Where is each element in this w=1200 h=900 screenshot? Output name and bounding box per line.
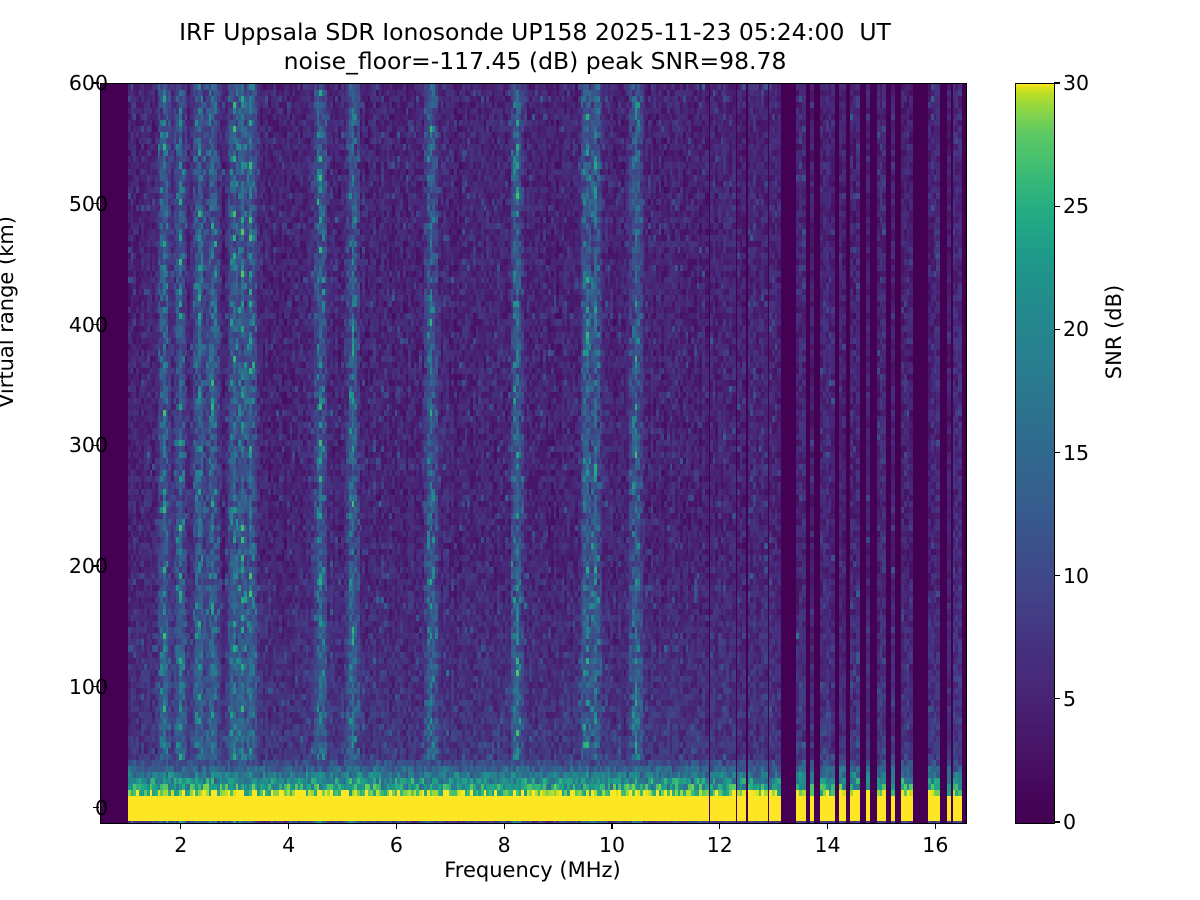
x-tick-mark bbox=[719, 823, 721, 829]
chart-title: IRF Uppsala SDR Ionosonde UP158 2025-11-… bbox=[0, 18, 1070, 75]
x-tick-label: 10 bbox=[598, 833, 626, 857]
colorbar-label: SNR (dB) bbox=[1102, 284, 1126, 380]
y-tick-mark bbox=[93, 444, 99, 446]
colorbar-tick-label: 10 bbox=[1063, 563, 1090, 588]
x-tick-mark bbox=[503, 823, 505, 829]
colorbar-tick-mark bbox=[1054, 328, 1060, 330]
y-tick-mark bbox=[93, 565, 99, 567]
y-tick-mark bbox=[93, 203, 99, 205]
x-tick-label: 6 bbox=[389, 833, 403, 857]
x-tick-mark bbox=[934, 823, 936, 829]
ionogram-heatmap bbox=[101, 84, 966, 823]
x-tick-label: 2 bbox=[174, 833, 188, 857]
colorbar-tick-mark bbox=[1054, 698, 1060, 700]
x-tick-label: 16 bbox=[922, 833, 949, 857]
colorbar-tick-mark bbox=[1054, 205, 1060, 207]
x-tick-mark bbox=[826, 823, 829, 829]
x-axis-label: Frequency (MHz) bbox=[444, 858, 621, 882]
colorbar-tick-label: 20 bbox=[1063, 317, 1090, 342]
y-tick-mark bbox=[93, 82, 99, 84]
colorbar-tick-label: 30 bbox=[1063, 71, 1090, 95]
colorbar-tick-mark bbox=[1054, 82, 1060, 84]
x-tick-mark bbox=[287, 823, 290, 829]
y-tick-label: 400 bbox=[68, 312, 108, 337]
colorbar-tick-label: 15 bbox=[1063, 440, 1090, 465]
y-tick-label: 600 bbox=[68, 71, 108, 95]
x-tick-mark bbox=[180, 823, 182, 829]
colorbar-tick-mark bbox=[1054, 575, 1060, 577]
x-tick-label: 14 bbox=[814, 833, 841, 857]
colorbar-tick-mark bbox=[1054, 451, 1060, 454]
x-tick-label: 12 bbox=[706, 833, 733, 857]
colorbar-tick-label: 5 bbox=[1063, 686, 1077, 711]
y-tick-mark bbox=[93, 686, 99, 688]
y-tick-label: 0 bbox=[94, 795, 108, 820]
x-tick-label: 8 bbox=[497, 833, 511, 857]
x-tick-label: 4 bbox=[282, 833, 296, 857]
x-tick-mark bbox=[611, 823, 613, 829]
title-line-1: IRF Uppsala SDR Ionosonde UP158 2025-11-… bbox=[179, 18, 891, 46]
snr-colorbar bbox=[1015, 83, 1055, 824]
ionogram-plot-area[interactable] bbox=[100, 83, 967, 824]
y-tick-mark bbox=[93, 806, 99, 809]
y-tick-label: 200 bbox=[68, 554, 108, 578]
x-tick-mark bbox=[395, 823, 398, 829]
colorbar-tick-mark bbox=[1054, 821, 1060, 823]
y-tick-label: 300 bbox=[68, 433, 108, 458]
colorbar-tick-label: 25 bbox=[1063, 194, 1090, 219]
colorbar-tick-label: 0 bbox=[1063, 810, 1077, 834]
y-tick-label: 100 bbox=[68, 674, 108, 699]
y-tick-mark bbox=[93, 323, 99, 326]
y-tick-label: 500 bbox=[68, 191, 108, 216]
title-line-2: noise_floor=-117.45 (dB) peak SNR=98.78 bbox=[283, 46, 787, 75]
y-axis-label: Virtual range (km) bbox=[0, 215, 18, 409]
